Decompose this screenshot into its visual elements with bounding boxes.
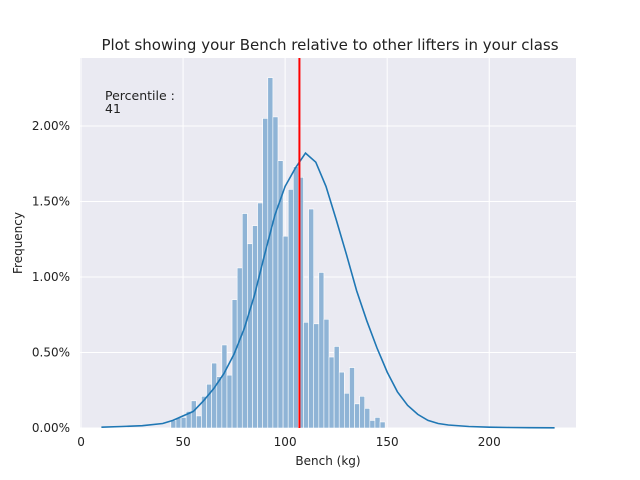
y-axis-ticks: 0.00% 0.50% 1.00% 1.50% 2.00% bbox=[32, 119, 70, 435]
histogram-bar bbox=[349, 367, 355, 429]
x-axis-ticks: 0 50 100 150 200 bbox=[77, 435, 501, 449]
histogram-bars bbox=[170, 77, 386, 429]
histogram-bar bbox=[359, 395, 366, 429]
histogram-bar bbox=[323, 318, 330, 429]
y-tick-label: 1.00% bbox=[32, 270, 70, 284]
histogram-bar bbox=[293, 166, 299, 429]
x-tick-label: 200 bbox=[478, 435, 501, 449]
histogram-bar bbox=[221, 344, 228, 429]
histogram-bar bbox=[206, 383, 212, 429]
percentile-label: Percentile : bbox=[105, 88, 175, 103]
x-tick-label: 150 bbox=[376, 435, 399, 449]
histogram-bar bbox=[364, 408, 371, 429]
histogram-bar bbox=[298, 177, 304, 429]
percentile-value: 41 bbox=[105, 101, 121, 116]
histogram-bar bbox=[252, 225, 258, 429]
histogram-bar bbox=[287, 189, 294, 429]
histogram-bar bbox=[308, 208, 315, 429]
histogram-bar bbox=[338, 371, 345, 429]
y-tick-label: 0.50% bbox=[32, 345, 70, 359]
x-tick-label: 0 bbox=[77, 435, 85, 449]
chart-title: Plot showing your Bench relative to othe… bbox=[101, 36, 558, 54]
histogram-bar bbox=[328, 356, 335, 429]
histogram-bar bbox=[374, 417, 381, 429]
histogram-bar bbox=[247, 243, 253, 429]
x-axis-label: Bench (kg) bbox=[295, 454, 360, 468]
histogram-bar bbox=[333, 346, 340, 429]
histogram-bar bbox=[267, 77, 274, 429]
histogram-bar bbox=[190, 400, 197, 429]
histogram-bar bbox=[226, 374, 233, 429]
histogram-bar bbox=[211, 362, 218, 429]
histogram-bar bbox=[231, 299, 238, 429]
histogram-bar bbox=[379, 421, 386, 429]
histogram-bar bbox=[180, 417, 187, 429]
y-tick-label: 0.00% bbox=[32, 421, 70, 435]
x-tick-label: 100 bbox=[274, 435, 297, 449]
kde-curve bbox=[101, 151, 555, 429]
histogram-bar bbox=[196, 415, 202, 429]
y-tick-label: 1.50% bbox=[32, 194, 70, 208]
histogram-bar bbox=[313, 323, 320, 429]
histogram-bar bbox=[236, 267, 243, 429]
histogram-bar bbox=[303, 321, 309, 429]
histogram-bar bbox=[318, 272, 325, 429]
histogram-bar bbox=[344, 392, 350, 429]
histogram-bar bbox=[257, 202, 263, 429]
histogram-bar bbox=[369, 420, 376, 429]
x-tick-label: 50 bbox=[175, 435, 190, 449]
histogram-bar bbox=[282, 235, 289, 429]
histogram-bar bbox=[354, 403, 360, 429]
histogram-bar bbox=[262, 118, 269, 429]
y-tick-label: 2.00% bbox=[32, 119, 70, 133]
histogram-bar bbox=[272, 116, 279, 429]
y-axis-label: Frequency bbox=[11, 212, 25, 274]
